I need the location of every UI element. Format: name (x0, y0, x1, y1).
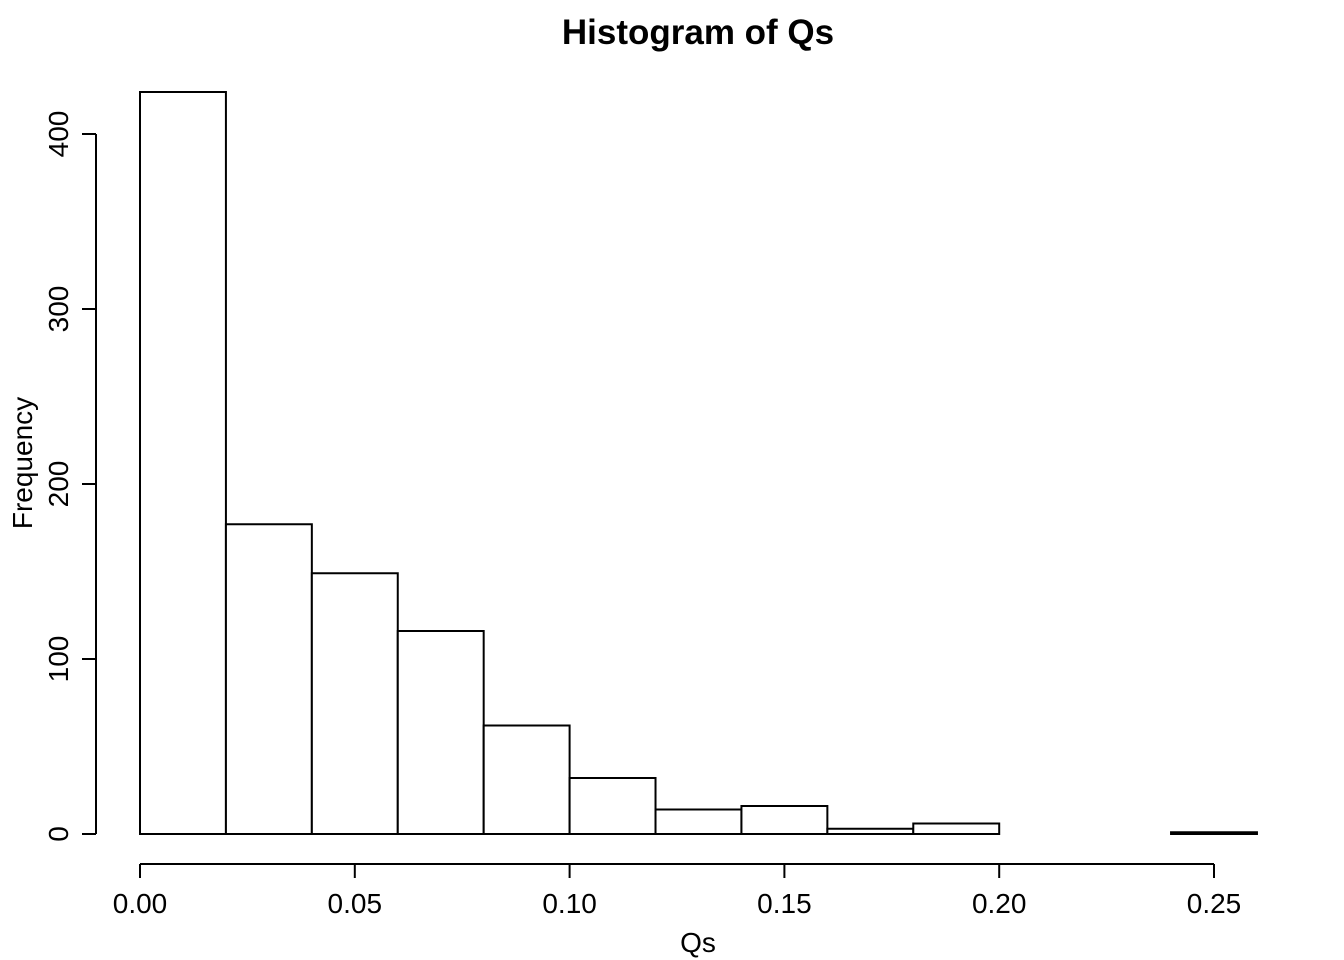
histogram-bar (826, 827, 915, 835)
x-axis: 0.00 0.05 0.10 0.15 0.20 0.25 (113, 863, 1242, 919)
histogram-bar (912, 822, 1001, 835)
y-axis: 0 100 200 300 400 (43, 111, 97, 842)
y-tick-label: 200 (43, 461, 74, 508)
y-tick-label: 300 (43, 286, 74, 333)
y-tick-label: 100 (43, 636, 74, 683)
y-axis-label: Frequency (7, 397, 38, 529)
chart-title: Histogram of Qs (562, 13, 834, 52)
histogram-bar (139, 91, 227, 835)
histogram-bar (740, 805, 829, 835)
histogram-bar (396, 630, 485, 835)
x-tick-label: 0.05 (328, 888, 383, 919)
histogram-bar (310, 572, 399, 835)
histogram-bar (568, 777, 657, 835)
histogram-bar (654, 808, 743, 835)
x-tick-label: 0.00 (113, 888, 168, 919)
x-tick-label: 0.20 (972, 888, 1027, 919)
histogram-bar (482, 724, 571, 835)
x-axis-label: Qs (680, 927, 716, 958)
y-tick-label: 0 (43, 826, 74, 842)
x-tick-label: 0.25 (1187, 888, 1242, 919)
x-tick-label: 0.10 (542, 888, 597, 919)
y-tick-label: 400 (43, 111, 74, 158)
histogram-bar (224, 523, 313, 835)
histogram-bar (1170, 831, 1258, 835)
x-tick-label: 0.15 (757, 888, 812, 919)
bars (139, 91, 1258, 835)
